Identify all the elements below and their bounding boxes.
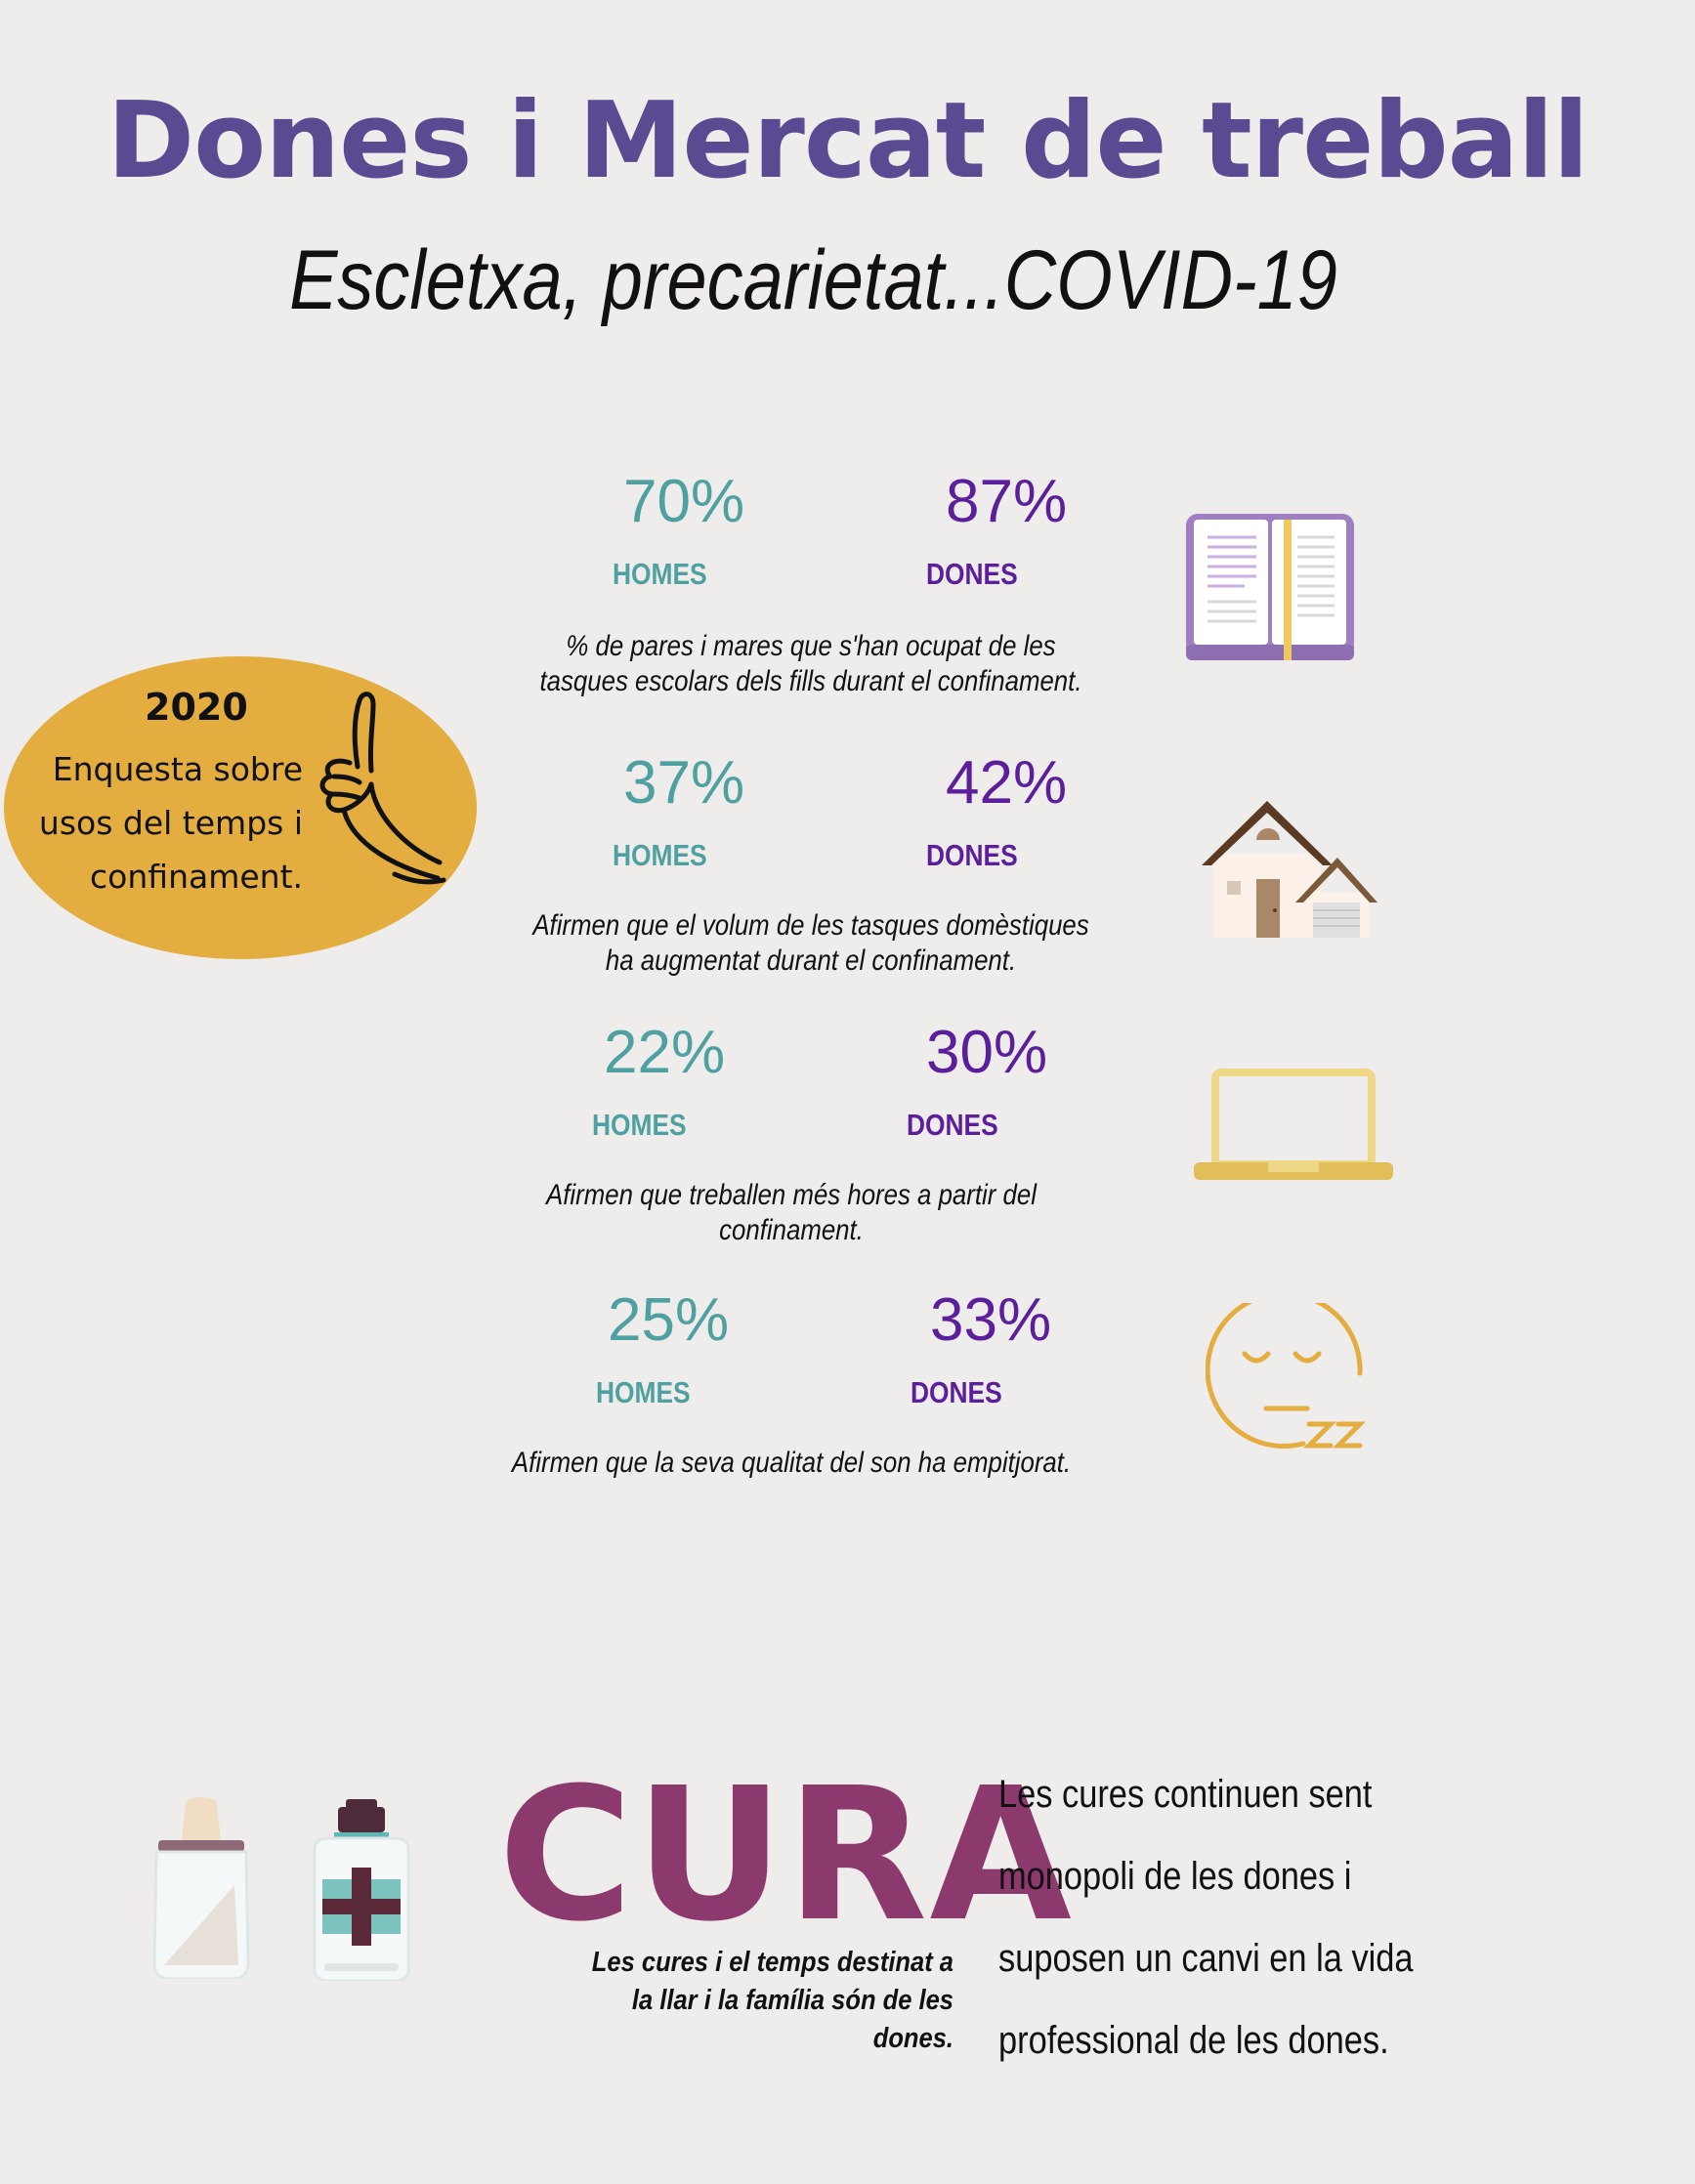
survey-description: Enquesta sobre usos del temps i confinam… xyxy=(10,742,303,903)
stat-description-line: ha augmentat durant el confinament. xyxy=(605,945,1017,977)
stat-description-line: Afirmen que treballen més hores a partir… xyxy=(546,1179,1037,1211)
survey-badge xyxy=(4,656,477,959)
stat-dones-label: DONES xyxy=(926,838,1018,872)
stat-description-line: Afirmen que el volum de les tasques domè… xyxy=(532,909,1089,942)
cura-caption: Les cures i el temps destinat a la llar … xyxy=(578,1944,953,2058)
stat-description-line: tasques escolars dels fills durant el co… xyxy=(539,665,1082,697)
stat-description: % de pares i mares que s'han ocupat de l… xyxy=(517,629,1105,699)
page-subtitle: Escletxa, precarietat...COVID-19 xyxy=(289,233,1337,327)
stat-description: Afirmen que el volum de les tasques domè… xyxy=(517,908,1105,979)
stat-dones-value: 33% xyxy=(930,1286,1052,1354)
survey-line-1: Enquesta sobre xyxy=(52,750,303,788)
laptop-icon xyxy=(1194,1069,1393,1180)
stat-dones-label: DONES xyxy=(926,557,1018,591)
cura-description-line: Les cures continuen sent xyxy=(998,1773,1373,1816)
stat-description-line: % de pares i mares que s'han ocupat de l… xyxy=(566,630,1056,662)
stat-dones-label: DONES xyxy=(907,1108,998,1142)
cura-description: Les cures continuen sent monopoli de les… xyxy=(998,1753,1469,2081)
cura-description-line: professional de les dones. xyxy=(998,2019,1389,2062)
cura-description-line: suposen un canvi en la vida xyxy=(998,1937,1414,1980)
stat-dones-value: 42% xyxy=(946,749,1068,817)
stat-description-line: confinament. xyxy=(719,1214,864,1246)
stat-homes-label: HOMES xyxy=(596,1375,691,1409)
survey-line-2: usos del temps i xyxy=(38,804,303,842)
survey-year: 2020 xyxy=(145,686,248,729)
house-icon xyxy=(1202,801,1377,938)
cura-caption-line: Les cures i el temps destinat a xyxy=(591,1947,953,1978)
cura-heading: CURA xyxy=(498,1748,1074,1962)
book-icon xyxy=(1186,514,1354,660)
stat-dones-value: 30% xyxy=(926,1019,1048,1086)
cura-caption-line: dones. xyxy=(872,2023,953,2054)
stat-homes-value: 25% xyxy=(608,1286,730,1354)
stat-homes-label: HOMES xyxy=(613,557,707,591)
stat-homes-value: 70% xyxy=(623,468,745,535)
medicine-bottle-icon xyxy=(313,1799,410,1981)
sleepy-face-icon xyxy=(1206,1303,1367,1449)
stat-homes-label: HOMES xyxy=(613,838,707,872)
stat-homes-label: HOMES xyxy=(592,1108,687,1142)
stat-homes-value: 37% xyxy=(623,749,745,817)
stat-dones-label: DONES xyxy=(911,1375,1002,1409)
cura-caption-line: la llar i la família són de les xyxy=(631,1985,953,2016)
stat-description: Afirmen que la seva qualitat del son ha … xyxy=(481,1446,1102,1481)
page-title: Dones i Mercat de treball xyxy=(106,80,1589,202)
survey-line-3: confinament. xyxy=(90,858,303,896)
pointing-hand-icon xyxy=(319,692,446,885)
stat-description-line: Afirmen que la seva qualitat del son ha … xyxy=(511,1447,1072,1479)
stat-dones-value: 87% xyxy=(946,468,1068,535)
baby-bottle-icon xyxy=(152,1797,250,1979)
stat-description: Afirmen que treballen més hores a partir… xyxy=(497,1178,1085,1248)
stat-homes-value: 22% xyxy=(604,1019,726,1086)
cura-description-line: monopoli de les dones i xyxy=(998,1855,1352,1898)
